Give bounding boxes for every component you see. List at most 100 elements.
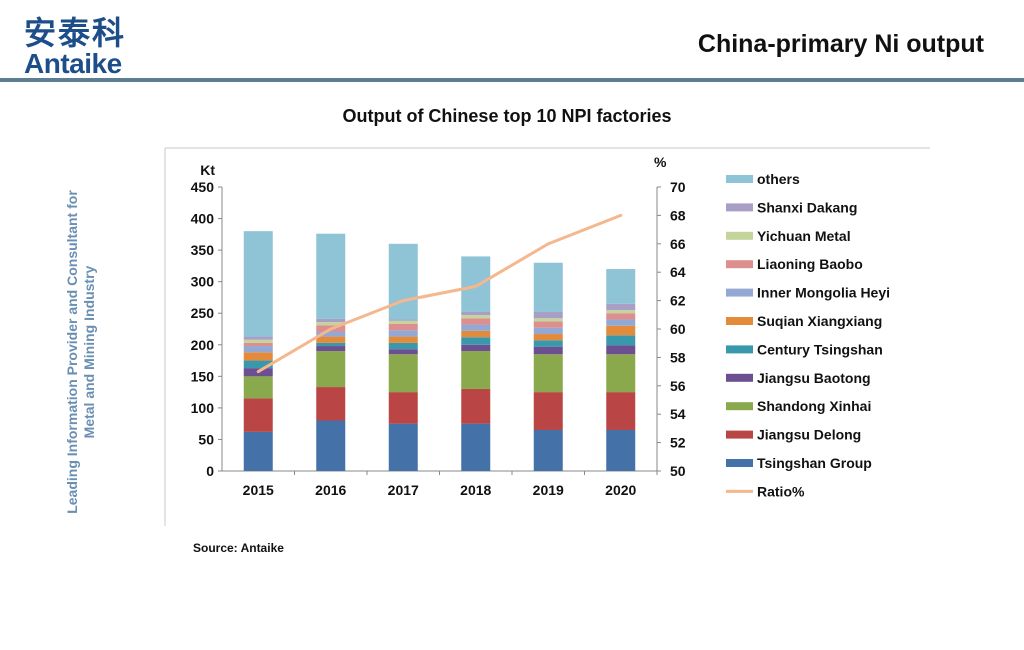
bar-segment xyxy=(533,334,563,341)
bar-segment xyxy=(388,323,418,331)
bar-segment xyxy=(388,319,418,321)
bar-segment xyxy=(243,346,273,353)
y2-tick-label: 58 xyxy=(670,349,686,365)
legend-label: Ratio% xyxy=(757,483,805,499)
bar-segment xyxy=(388,243,418,320)
y2-tick-label: 66 xyxy=(670,236,686,252)
bar-segment xyxy=(533,262,563,312)
legend-label: Liaoning Baobo xyxy=(757,256,863,272)
legend-swatch xyxy=(726,260,753,269)
bar-segment xyxy=(388,349,418,355)
bar-segment xyxy=(461,318,491,325)
ratio-point xyxy=(619,213,623,217)
y-tick-label: 50 xyxy=(198,431,214,447)
y-tick-label: 150 xyxy=(191,368,215,384)
legend-swatch xyxy=(726,459,753,467)
header-divider xyxy=(0,78,1024,82)
x-tick-label: 2019 xyxy=(533,482,564,498)
legend-label: Century Tsingshan xyxy=(757,341,883,357)
legend-swatch xyxy=(726,317,753,325)
bar-segment xyxy=(243,376,273,399)
logo-english: Antaike xyxy=(24,48,122,79)
legend-label: Jiangsu Baotong xyxy=(757,370,871,386)
bar-segment xyxy=(316,342,346,347)
legend-label: Tsingshan Group xyxy=(757,455,872,471)
legend-swatch xyxy=(726,430,753,439)
y2-axis-label: % xyxy=(654,154,667,170)
y2-tick-label: 64 xyxy=(670,264,686,280)
bar-segment xyxy=(316,351,346,388)
bar-segment xyxy=(606,429,636,471)
bar-segment xyxy=(316,233,346,319)
bar-segment xyxy=(316,387,346,421)
legend-swatch xyxy=(726,203,753,212)
bar-segment xyxy=(533,318,563,322)
bar-segment xyxy=(533,327,563,335)
bar-segment xyxy=(533,340,563,347)
bar-segment xyxy=(243,398,273,432)
legend-label: Suqian Xiangxiang xyxy=(757,313,882,329)
legend-swatch xyxy=(726,373,753,382)
ratio-point xyxy=(474,284,478,288)
legend-swatch xyxy=(726,231,753,240)
bar-segment xyxy=(243,431,273,471)
bar-segment xyxy=(606,269,636,304)
x-tick-label: 2016 xyxy=(315,482,346,498)
source-note: Source: Antaike xyxy=(193,541,284,555)
bar-segment xyxy=(461,330,491,338)
legend-label: Shandong Xinhai xyxy=(757,398,871,414)
bar-segment xyxy=(243,339,273,343)
bar-segment xyxy=(243,342,273,347)
bar-segment xyxy=(533,392,563,430)
ratio-point xyxy=(546,242,550,246)
y-tick-label: 300 xyxy=(191,274,215,290)
y-tick-label: 250 xyxy=(191,305,215,321)
y-tick-label: 0 xyxy=(206,463,214,479)
y-tick-label: 400 xyxy=(191,211,215,227)
bar-segment xyxy=(606,325,636,336)
bar-segment xyxy=(533,429,563,471)
bar-segment xyxy=(461,256,491,312)
bar-segment xyxy=(461,351,491,389)
x-tick-label: 2015 xyxy=(243,482,274,498)
bar-segment xyxy=(243,336,273,340)
bar-segment xyxy=(316,331,346,337)
bar-segment xyxy=(461,423,491,471)
y-tick-label: 450 xyxy=(191,179,215,195)
bar-segment xyxy=(316,322,346,326)
x-tick-label: 2020 xyxy=(605,482,636,498)
legend-label: Yichuan Metal xyxy=(757,228,851,244)
bar-segment xyxy=(316,318,346,323)
ratio-point xyxy=(329,327,333,331)
bar-segment xyxy=(388,342,418,350)
bar-segment xyxy=(533,321,563,328)
legend-label: Shanxi Dakang xyxy=(757,199,857,215)
y-tick-label: 100 xyxy=(191,400,215,416)
y-tick-label: 200 xyxy=(191,337,215,353)
logo-chinese: 安泰科 xyxy=(24,14,127,52)
legend-swatch xyxy=(726,345,753,354)
legend-swatch xyxy=(726,288,753,297)
legend-label: Inner Mongolia Heyi xyxy=(757,285,890,301)
legend-label: others xyxy=(757,171,800,187)
bar-segment xyxy=(606,392,636,430)
bar-segment xyxy=(606,354,636,393)
bar-segment xyxy=(388,320,418,324)
bar-segment xyxy=(388,423,418,471)
y-axis-label: Kt xyxy=(200,162,215,178)
bar-segment xyxy=(388,392,418,424)
legend-label: Jiangsu Delong xyxy=(757,427,861,443)
bar-segment xyxy=(461,337,491,345)
x-tick-label: 2017 xyxy=(388,482,419,498)
chart-title: Output of Chinese top 10 NPI factories xyxy=(342,106,672,126)
y2-tick-label: 52 xyxy=(670,435,686,451)
bar-segment xyxy=(316,336,346,343)
bar-segment xyxy=(243,360,273,369)
legend-swatch xyxy=(726,402,753,411)
y2-tick-label: 60 xyxy=(670,321,686,337)
bar-segment xyxy=(606,345,636,355)
ratio-point xyxy=(401,299,405,303)
x-tick-label: 2018 xyxy=(460,482,491,498)
y2-tick-label: 62 xyxy=(670,293,686,309)
